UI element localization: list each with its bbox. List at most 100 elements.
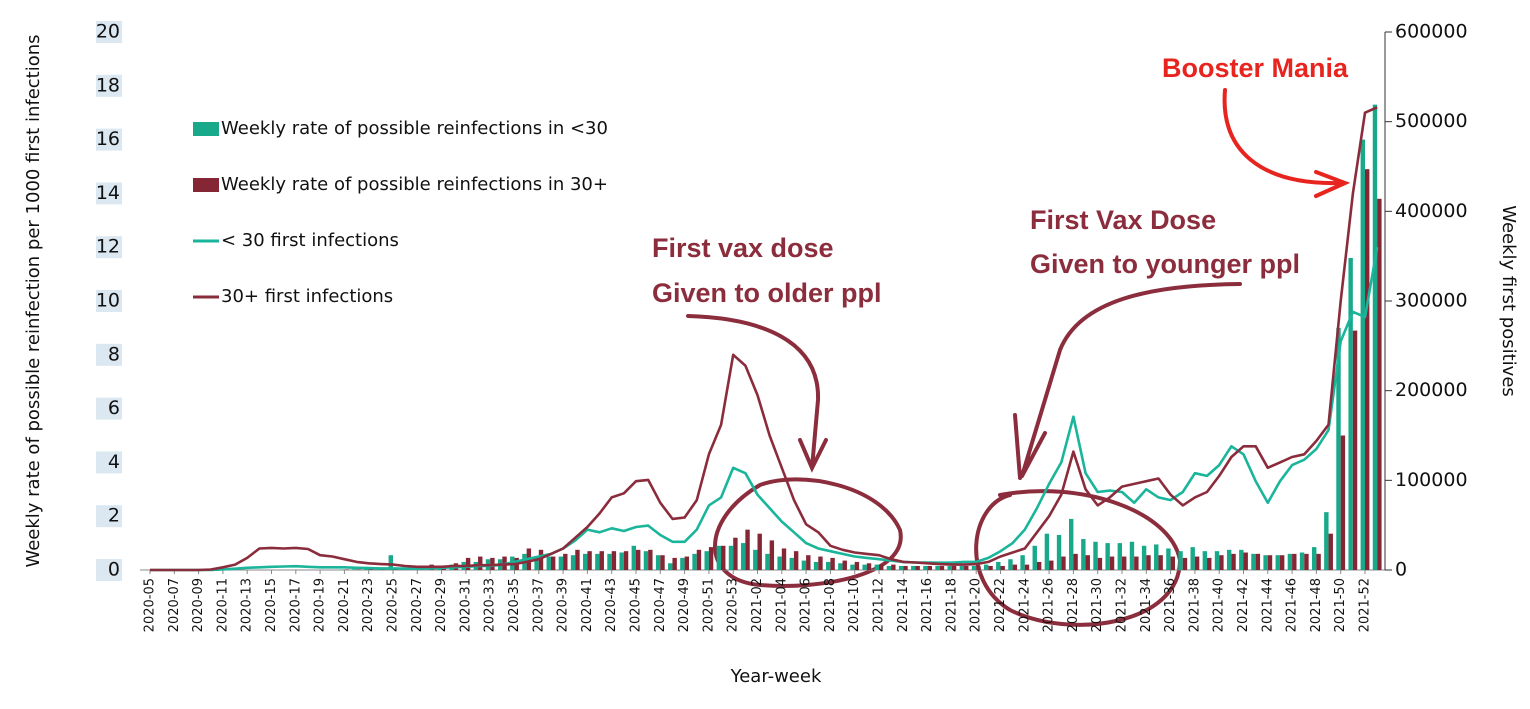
bar	[1178, 551, 1183, 570]
bar	[623, 551, 629, 570]
x-tick-label: 2020-25	[386, 578, 401, 632]
bar	[721, 545, 726, 570]
y-tick-label: 6	[108, 397, 120, 419]
bar	[1085, 555, 1090, 570]
bar	[636, 549, 641, 570]
annotation: First Vax Dose	[1030, 205, 1216, 235]
bar	[850, 564, 855, 570]
bar	[886, 565, 892, 570]
bar	[1158, 555, 1163, 570]
legend-swatch	[193, 178, 219, 192]
y-tick-label: 16	[96, 128, 120, 150]
tick-highlight	[96, 21, 122, 43]
x-tick-label: 2020-43	[604, 578, 619, 632]
bar	[971, 565, 977, 570]
bar	[911, 565, 916, 570]
bar	[1097, 557, 1103, 570]
hand-arrow	[1013, 282, 1242, 480]
x-tick-label: 2020-07	[167, 578, 182, 632]
x-tick-label: 2020-31	[458, 578, 473, 632]
bar	[546, 556, 551, 570]
bar	[813, 561, 819, 570]
y-tick-label: 8	[108, 343, 120, 365]
bar	[1340, 435, 1346, 570]
bar	[643, 551, 649, 570]
bar	[915, 565, 920, 570]
bar	[1044, 533, 1050, 570]
bar	[1093, 541, 1098, 570]
bar	[1324, 512, 1329, 570]
bar	[1069, 518, 1074, 570]
bar	[1020, 555, 1025, 570]
bar	[1377, 198, 1382, 570]
x-tick-label: 2020-13	[240, 578, 255, 632]
bar	[1122, 556, 1127, 570]
x-tick-label: 2021-04	[774, 578, 789, 632]
tick-highlight	[96, 397, 122, 420]
x-tick-label: 2021-46	[1285, 578, 1300, 632]
bar	[1194, 556, 1200, 570]
bar	[356, 569, 361, 570]
x-tick-label: 2020-51	[701, 578, 716, 632]
bar	[753, 549, 758, 570]
x-tick-label: 2021-52	[1358, 578, 1373, 632]
bar	[478, 556, 483, 570]
bar	[696, 549, 702, 570]
bar	[1134, 556, 1139, 570]
hand-arrow	[686, 314, 828, 473]
annotation: Given to older ppl	[652, 278, 882, 308]
bar	[619, 552, 624, 570]
bar	[1081, 539, 1086, 570]
bar	[1073, 553, 1078, 570]
bar	[1012, 564, 1018, 570]
bar	[1263, 555, 1268, 570]
bar	[1105, 543, 1110, 570]
tick-highlight	[96, 505, 122, 528]
y2-tick-label: 300000	[1395, 290, 1468, 312]
bar	[765, 553, 770, 570]
bar	[806, 555, 811, 570]
bar	[1214, 551, 1220, 570]
bar	[866, 563, 872, 570]
bar	[1365, 169, 1370, 570]
bar	[1243, 552, 1248, 570]
x-tick-label: 2020-45	[629, 578, 644, 632]
x-tick-label: 2021-32	[1115, 578, 1130, 632]
bar	[599, 551, 604, 570]
x-tick-label: 2021-18	[944, 578, 959, 632]
x-tick-label: 2020-23	[361, 578, 376, 632]
tick-highlight	[96, 236, 122, 259]
bar	[728, 545, 734, 570]
bar	[777, 556, 782, 570]
bar	[1372, 104, 1378, 570]
bar	[1207, 557, 1212, 570]
bar	[927, 565, 932, 570]
bar	[672, 557, 677, 570]
bar	[1008, 559, 1013, 570]
bar	[838, 563, 843, 570]
bar	[830, 557, 835, 570]
y-tick-label: 18	[96, 74, 120, 96]
annotation: First vax dose	[652, 233, 834, 263]
hand-circle	[713, 477, 903, 588]
bar	[1292, 553, 1297, 570]
x-tick-label: 2020-39	[556, 578, 571, 632]
y2-tick-label: 400000	[1395, 200, 1468, 222]
x-tick-label: 2021-06	[799, 578, 814, 632]
bar	[550, 556, 556, 570]
x-tick-label: 2020-21	[337, 578, 352, 632]
bar	[1182, 557, 1188, 570]
bar	[1239, 549, 1244, 570]
bar	[976, 565, 981, 570]
bar	[708, 547, 714, 570]
bar	[575, 549, 580, 570]
hand-circle	[974, 489, 1183, 627]
bar	[1061, 556, 1066, 570]
bar	[891, 564, 896, 570]
bar	[1304, 553, 1309, 570]
x-tick-label: 2021-30	[1090, 578, 1105, 632]
x-tick-label: 2020-15	[264, 578, 279, 632]
x-tick-label: 2020-09	[191, 578, 206, 632]
y2-axis-label: Weekly first positives	[1498, 205, 1519, 397]
